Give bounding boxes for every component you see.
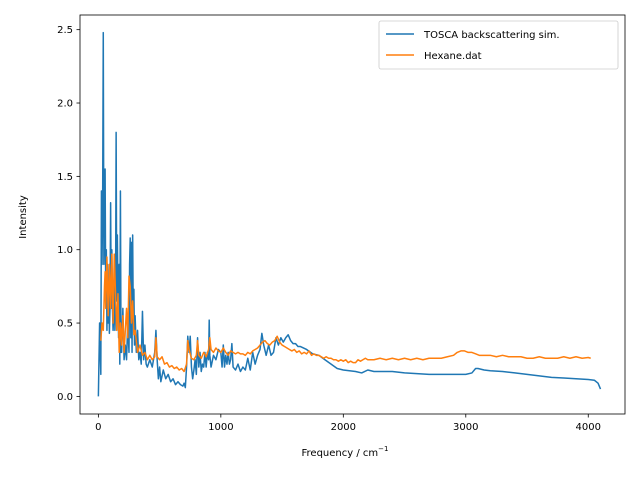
y-tick-label: 0.0 [57,392,73,403]
x-axis: 0 1000 2000 3000 4000 [95,414,601,433]
legend-box [378,20,619,70]
y-tick-label: 0.5 [57,319,73,330]
x-tick-label: 1000 [208,422,233,433]
x-tick-label: 4000 [576,422,601,433]
x-tick-label: 0 [95,422,101,433]
y-tick-label: 2.0 [57,99,73,110]
legend-label-tosca: TOSCA backscattering sim. [423,30,560,41]
legend: TOSCA backscattering sim. Hexane.dat [378,20,619,70]
plot-area [79,14,626,415]
axes-frame [79,14,626,415]
x-axis-title: Frequency / cm−1 [302,445,389,459]
y-tick-label: 1.0 [57,245,73,256]
x-axis-title-superscript: −1 [378,445,388,453]
y-axis: 0.0 0.5 1.0 1.5 2.0 2.5 [57,25,80,403]
series-line-1 [100,253,591,373]
y-tick-label: 2.5 [57,25,73,36]
x-tick-label: 2000 [331,422,356,433]
y-tick-label: 1.5 [57,172,73,183]
x-tick-label: 3000 [453,422,478,433]
y-axis-title: Intensity [18,195,29,239]
series-layer [97,31,602,397]
legend-label-hexane: Hexane.dat [424,51,482,62]
